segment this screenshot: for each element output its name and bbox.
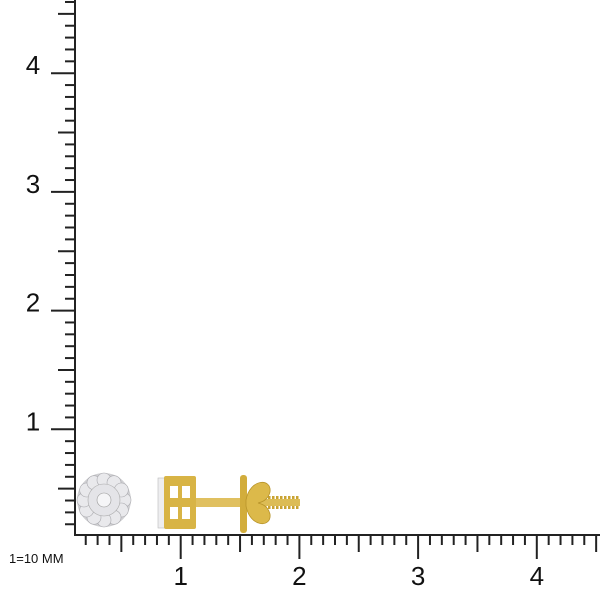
earring-front-view (76, 472, 132, 528)
ruler-ticks (51, 0, 598, 559)
x-tick-label: 1 (173, 561, 187, 591)
y-tick-label: 1 (26, 406, 40, 436)
scale-note: 1=10 MM (9, 551, 64, 566)
y-tick-label: 4 (26, 50, 40, 80)
y-tick-label: 2 (26, 288, 40, 318)
x-tick-label: 4 (530, 561, 544, 591)
earring-side-view (157, 475, 300, 533)
y-tick-label: 3 (26, 169, 40, 199)
x-tick-label: 2 (292, 561, 306, 591)
x-tick-label: 3 (411, 561, 425, 591)
